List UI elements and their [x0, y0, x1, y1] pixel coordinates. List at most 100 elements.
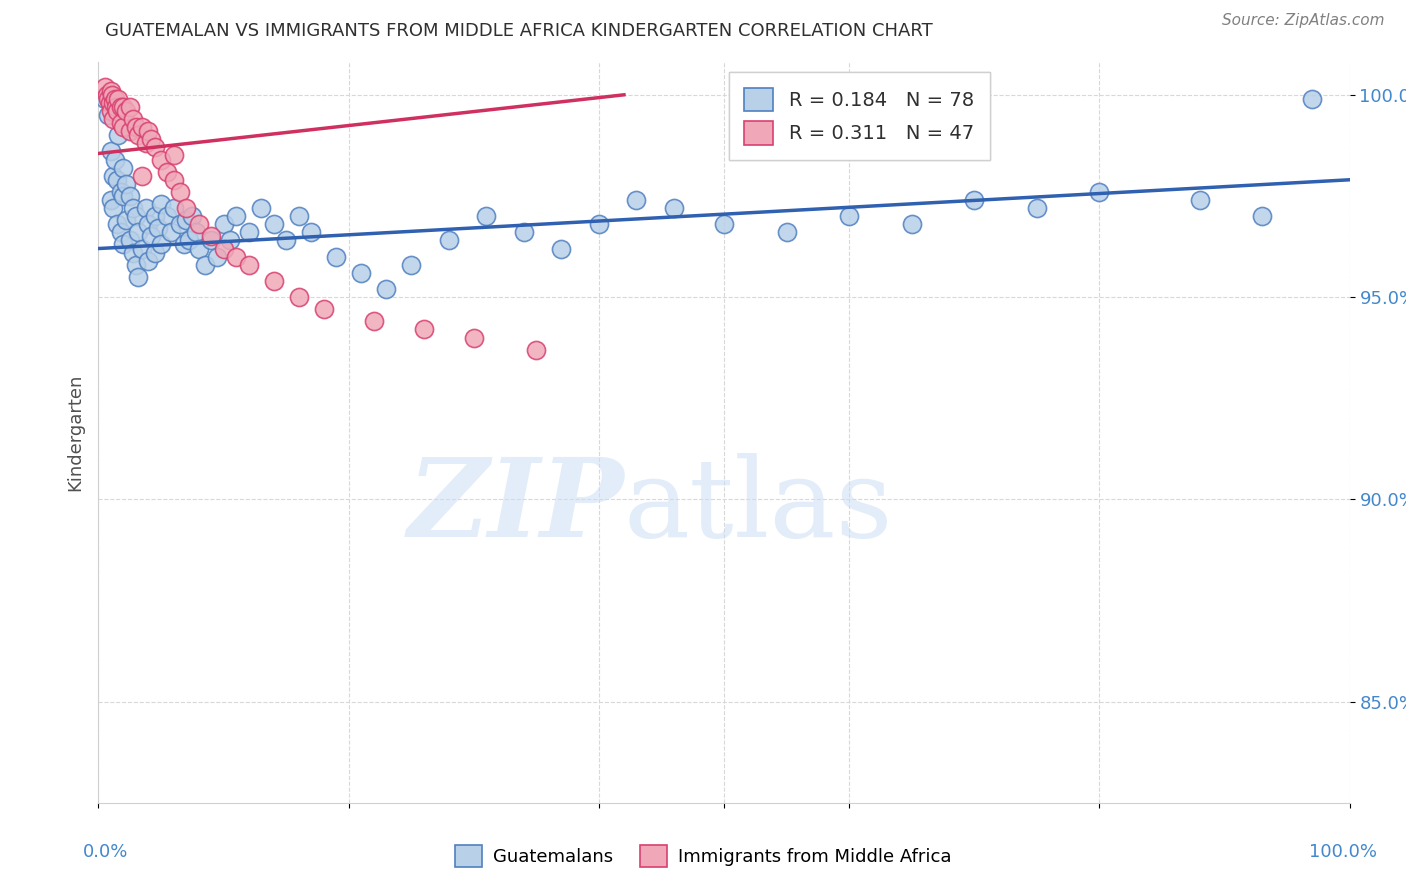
- Legend: Guatemalans, Immigrants from Middle Africa: Guatemalans, Immigrants from Middle Afri…: [447, 838, 959, 874]
- Point: [212, 217, 235, 231]
- Legend: R = 0.184   N = 78, R = 0.311   N = 47: R = 0.184 N = 78, R = 0.311 N = 47: [728, 72, 990, 161]
- Point: [776, 225, 799, 239]
- Point: [350, 266, 373, 280]
- Point: [104, 153, 127, 167]
- Point: [122, 201, 145, 215]
- Point: [118, 189, 141, 203]
- Point: [118, 100, 141, 114]
- Point: [225, 209, 247, 223]
- Point: [98, 95, 121, 110]
- Point: [156, 164, 179, 178]
- Point: [122, 112, 145, 126]
- Point: [238, 258, 260, 272]
- Point: [103, 95, 125, 110]
- Point: [131, 242, 153, 256]
- Point: [312, 302, 335, 317]
- Point: [524, 343, 547, 357]
- Point: [412, 322, 434, 336]
- Point: [115, 103, 138, 118]
- Y-axis label: Kindergarten: Kindergarten: [66, 374, 84, 491]
- Point: [1026, 201, 1049, 215]
- Point: [1301, 92, 1323, 106]
- Point: [437, 234, 460, 248]
- Point: [135, 201, 157, 215]
- Point: [401, 258, 423, 272]
- Point: [105, 217, 128, 231]
- Point: [588, 217, 610, 231]
- Point: [112, 237, 135, 252]
- Point: [112, 189, 135, 203]
- Point: [138, 124, 160, 138]
- Point: [143, 245, 166, 260]
- Point: [103, 201, 125, 215]
- Point: [100, 84, 122, 98]
- Point: [131, 120, 153, 135]
- Point: [100, 103, 122, 118]
- Point: [169, 185, 191, 199]
- Point: [513, 225, 536, 239]
- Point: [97, 92, 120, 106]
- Point: [662, 201, 685, 215]
- Point: [1188, 193, 1211, 207]
- Point: [162, 201, 184, 215]
- Point: [550, 242, 572, 256]
- Point: [174, 201, 197, 215]
- Point: [174, 213, 197, 227]
- Point: [274, 234, 298, 248]
- Point: [838, 209, 860, 223]
- Point: [127, 225, 149, 239]
- Point: [150, 153, 173, 167]
- Point: [103, 169, 125, 183]
- Point: [187, 217, 209, 231]
- Point: [107, 128, 129, 143]
- Point: [150, 237, 173, 252]
- Text: GUATEMALAN VS IMMIGRANTS FROM MIDDLE AFRICA KINDERGARTEN CORRELATION CHART: GUATEMALAN VS IMMIGRANTS FROM MIDDLE AFR…: [105, 22, 934, 40]
- Point: [287, 209, 309, 223]
- Point: [184, 225, 207, 239]
- Point: [173, 237, 195, 252]
- Point: [101, 87, 124, 102]
- Point: [200, 234, 222, 248]
- Text: 100.0%: 100.0%: [1309, 843, 1376, 861]
- Point: [127, 269, 149, 284]
- Point: [127, 128, 149, 143]
- Point: [900, 217, 922, 231]
- Point: [110, 100, 132, 114]
- Point: [263, 274, 285, 288]
- Point: [212, 242, 235, 256]
- Point: [100, 145, 122, 159]
- Point: [104, 100, 127, 114]
- Point: [1251, 209, 1274, 223]
- Point: [96, 87, 118, 102]
- Point: [162, 148, 184, 162]
- Point: [104, 92, 127, 106]
- Point: [138, 217, 160, 231]
- Point: [287, 290, 309, 304]
- Point: [250, 201, 273, 215]
- Text: atlas: atlas: [624, 453, 894, 560]
- Point: [118, 124, 141, 138]
- Point: [105, 103, 128, 118]
- Point: [100, 193, 122, 207]
- Point: [139, 229, 162, 244]
- Point: [177, 234, 200, 248]
- Point: [105, 173, 128, 187]
- Point: [110, 185, 132, 199]
- Point: [97, 108, 120, 122]
- Point: [162, 173, 184, 187]
- Point: [150, 197, 173, 211]
- Point: [115, 177, 138, 191]
- Point: [93, 79, 115, 94]
- Point: [363, 314, 385, 328]
- Point: [325, 250, 347, 264]
- Point: [194, 258, 217, 272]
- Point: [125, 258, 148, 272]
- Point: [112, 161, 135, 175]
- Point: [207, 250, 229, 264]
- Point: [103, 112, 125, 126]
- Point: [475, 209, 498, 223]
- Point: [148, 221, 170, 235]
- Text: 0.0%: 0.0%: [83, 843, 128, 861]
- Point: [110, 225, 132, 239]
- Point: [218, 234, 240, 248]
